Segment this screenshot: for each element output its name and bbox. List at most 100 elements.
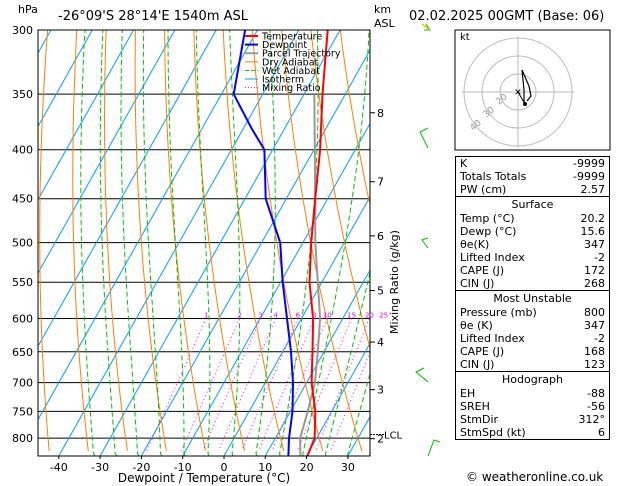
isotherm-line	[38, 30, 135, 201]
dry-adiabat-line	[103, 30, 128, 452]
storm-motion-vector	[517, 91, 526, 105]
surface-row: CIN (J) 268	[456, 277, 609, 290]
location-title: -26°09'S 28°14'E 1540m ASL	[58, 9, 249, 24]
mu-label: Lifted Index	[460, 332, 525, 345]
wind-barb-icon	[415, 367, 429, 383]
hodograph-frame	[454, 29, 611, 151]
storm-motion-point	[523, 102, 527, 106]
x-tick-label: -40	[50, 461, 68, 474]
isotherm-line	[182, 122, 370, 456]
parcel-trajectory-line	[299, 94, 322, 456]
x-tick-label: -10	[174, 461, 192, 474]
wind-barb-icon	[421, 237, 429, 249]
wet-adiabat-line	[325, 270, 370, 456]
wind-barb-icon	[427, 439, 441, 457]
hodo-value: -56	[587, 400, 605, 413]
hodo-label: StmDir	[460, 413, 499, 426]
mixing-ratio-tick-label: 25	[379, 312, 388, 320]
index-value: 2.57	[580, 183, 606, 196]
pressure-tick-label: 550	[12, 276, 33, 289]
isotherm-line	[140, 49, 370, 456]
pressure-tick-label: 600	[12, 313, 33, 326]
index-label: PW (cm)	[460, 183, 507, 196]
surface-value: 347	[584, 238, 605, 251]
indices-panel: K -9999 Totals Totals -9999 PW (cm) 2.57 Su…	[455, 156, 610, 440]
surface-label: θe(K)	[460, 238, 490, 251]
mu-row: CIN (J) 123	[456, 358, 609, 371]
index-value: -9999	[573, 157, 605, 170]
mixing-ratio-tick-label: 15	[347, 312, 356, 320]
wet-adiabat-line	[195, 30, 211, 456]
hodo-label: StmSpd (kt)	[460, 426, 526, 439]
mixing-ratio-line	[202, 318, 261, 452]
mixing-ratio-tick-label: 8	[312, 312, 316, 320]
index-value: -9999	[573, 170, 605, 183]
plot-frame	[37, 29, 371, 457]
most-unstable-box: Most Unstable Pressure (mb) 800 θe (K) 347…	[455, 290, 610, 371]
km-tick-label: 2	[377, 433, 384, 446]
isotherm-line	[306, 342, 370, 456]
mu-label: Pressure (mb)	[460, 306, 537, 319]
copyright-footer: © weatheronline.co.uk	[466, 470, 604, 484]
hodo-value: 6	[598, 426, 605, 439]
dry-adiabat-line	[164, 30, 206, 452]
mixing-ratio-tick-label: 1	[204, 312, 208, 320]
mixing-ratio-tick-label: 3	[258, 312, 262, 320]
dry-adiabat-line	[222, 30, 285, 452]
mixing-ratio-line	[330, 350, 370, 452]
surface-row: Temp (°C) 20.2	[456, 212, 609, 225]
mu-value: 123	[584, 358, 605, 371]
km-tick-label: 7	[377, 176, 384, 189]
km-tick-label: 4	[377, 336, 384, 349]
pressure-tick-label: 750	[12, 405, 33, 418]
x-tick-label: -30	[91, 461, 109, 474]
km-tick-label: 6	[377, 230, 384, 243]
legend-label: Isotherm	[262, 75, 304, 86]
mu-row: CAPE (J) 168	[456, 345, 609, 358]
mixing-ratio-axis-label: Mixing Ratio (g/kg)	[388, 230, 401, 334]
surface-label: Dewp (°C)	[460, 225, 517, 238]
hodo-label: EH	[460, 387, 476, 400]
legend-label: Parcel Trajectory	[262, 49, 341, 60]
hodograph-table-box: Hodograph EH -88 SREH -56 StmDir 312° StmSp…	[455, 371, 610, 440]
index-label: Totals Totals	[460, 170, 527, 183]
index-row: Totals Totals -9999	[456, 170, 609, 183]
surface-value: 172	[584, 264, 605, 277]
km-tick-label: 5	[377, 285, 384, 298]
x-tick-label: -20	[132, 461, 150, 474]
mu-value: 800	[584, 306, 605, 319]
surface-row: Dewp (°C) 15.6	[456, 225, 609, 238]
pressure-tick-label: 350	[12, 88, 33, 101]
legend-label: Dry Adiabat	[262, 57, 319, 68]
mu-label: CIN (J)	[460, 358, 495, 371]
mu-row: θe (K) 347	[456, 319, 609, 332]
dewpoint-line	[232, 30, 294, 456]
dry-adiabat-line	[281, 30, 363, 452]
surface-label: Temp (°C)	[460, 212, 515, 225]
pressure-tick-label: 800	[12, 432, 33, 445]
surface-label: CIN (J)	[460, 277, 495, 290]
index-label: K	[460, 157, 468, 170]
hodograph: kt 40 30 20 ✕	[454, 29, 611, 151]
dry-adiabat-line	[39, 30, 50, 452]
x-tick-label: 0	[221, 461, 228, 474]
wind-barb-icon	[421, 23, 431, 31]
surface-row: CAPE (J) 172	[456, 264, 609, 277]
mu-row: Pressure (mb) 800	[456, 306, 609, 319]
pressure-tick-label: 400	[12, 144, 33, 157]
x-tick-label: 10	[258, 461, 272, 474]
dry-adiabat-line	[134, 30, 167, 452]
isotherm-line	[38, 30, 217, 348]
dry-adiabat-line	[72, 30, 89, 452]
mu-row: Lifted Index -2	[456, 332, 609, 345]
lcl-label: LCL	[384, 431, 403, 442]
most-unstable-title: Most Unstable	[493, 292, 572, 305]
hodograph-table-title: Hodograph	[502, 373, 563, 386]
hodo-row: StmSpd (kt) 6	[456, 426, 609, 439]
hodo-value: -88	[587, 387, 605, 400]
isotherm-line	[0, 30, 10, 456]
legend-label: Mixing Ratio	[262, 83, 321, 94]
surface-label: CAPE (J)	[460, 264, 505, 277]
wind-barb-icon	[419, 127, 429, 149]
